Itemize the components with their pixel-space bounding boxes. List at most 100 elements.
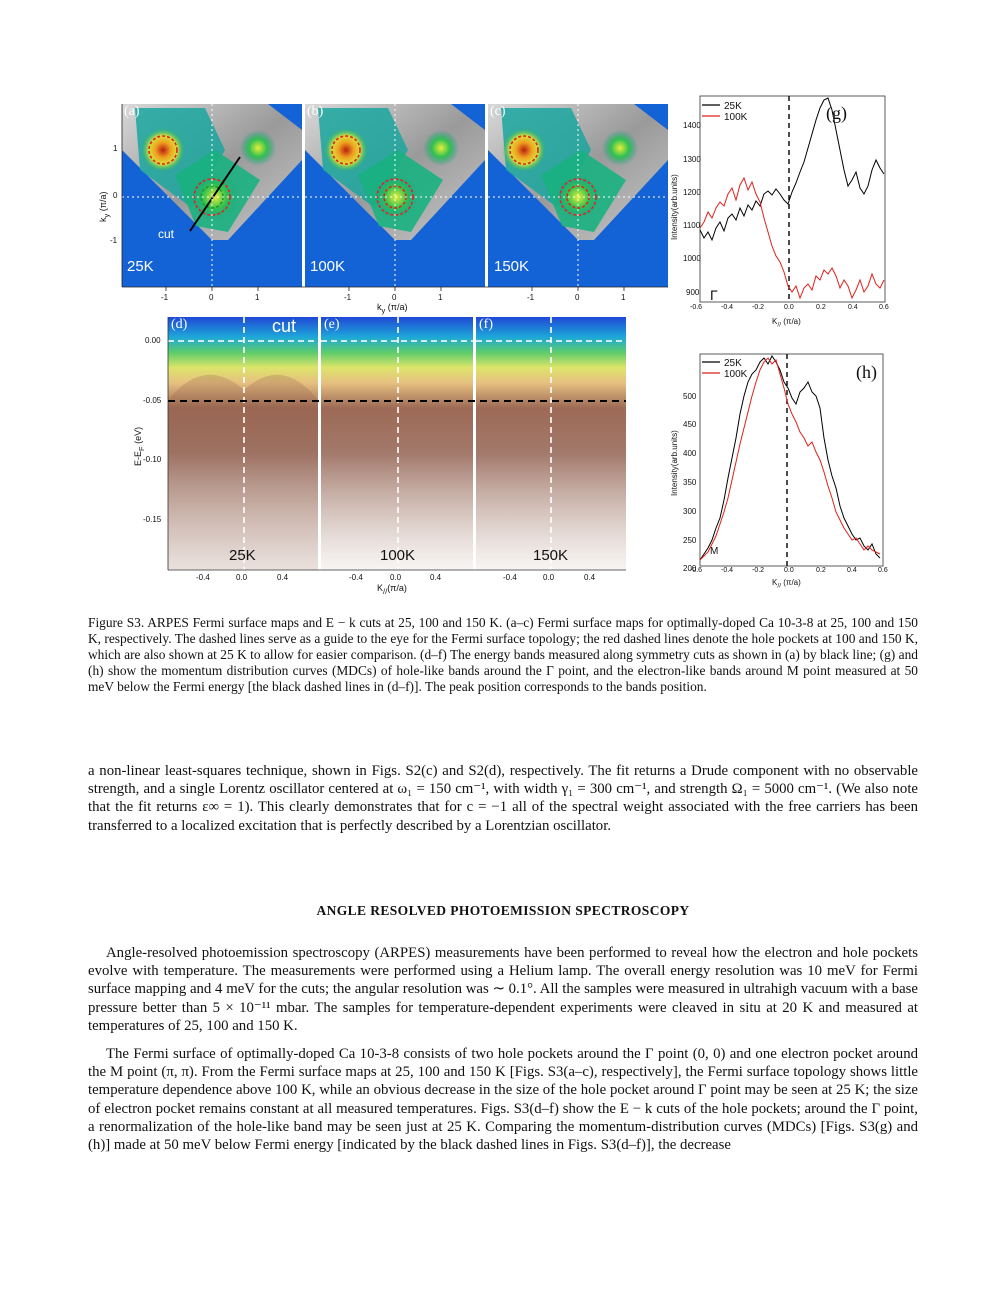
fermi-surface-maps	[121, 104, 668, 571]
figure-caption: Figure S3. ARPES Fermi surface maps and …	[88, 615, 918, 694]
map-x-tick: 1	[255, 293, 260, 302]
legend-25k: 25K	[724, 101, 742, 112]
cut-panel-d	[168, 317, 318, 570]
legend-100k: 100K	[724, 112, 748, 123]
cut-x-tick: 0.4	[277, 573, 289, 582]
temperature-label-c: 150K	[494, 258, 530, 275]
panel-tag-d: (d)	[171, 317, 188, 332]
mdc-g-x-tick: -0.6	[690, 304, 703, 311]
mdc-plot-g: (g) Γ 25K 100K	[699, 95, 886, 303]
cut-x-tick: 0.0	[236, 573, 248, 582]
mdc-h-x-tick: 0.0	[784, 567, 794, 574]
cut-x-axis-label: K//(π/a)	[377, 583, 407, 596]
mdc-g-x-tick: 0.2	[816, 304, 826, 311]
mdc-h-x-tick: -0.4	[721, 567, 734, 574]
cut-label-map: cut	[158, 227, 175, 241]
cut-panel-f	[476, 317, 626, 570]
map-panel-c	[488, 104, 668, 287]
mdc-h-x-tick: 0.6	[878, 567, 888, 574]
temperature-label-e: 100K	[380, 547, 416, 564]
panel-tag-e: (e)	[324, 317, 340, 332]
panel-tag-f: (f)	[479, 317, 493, 332]
temperature-label-f: 150K	[533, 547, 569, 564]
mdc-h-100k-series	[699, 357, 881, 561]
map-x-tick: 0	[392, 293, 397, 302]
mdc-g-25k-series	[699, 97, 885, 242]
mdc-g-x-tick: 0.4	[848, 304, 858, 311]
cut-y-tick: -0.15	[143, 515, 162, 524]
map-x-tick: 1	[621, 293, 626, 302]
map-x-tick: 0	[575, 293, 580, 302]
mdc-g-y-tick: 1300	[683, 155, 701, 164]
map-x-tick: -1	[161, 293, 169, 302]
cut-x-tick: -0.4	[503, 573, 517, 582]
mdc-h-x-tick: 0.2	[816, 567, 826, 574]
gamma-point-label: Γ	[710, 287, 718, 303]
map-y-axis-label: ky (π/a)	[98, 191, 111, 222]
cut-y-axis-label: E-EF (eV)	[133, 426, 146, 466]
mdc-g-x-tick: 0.0	[784, 304, 794, 311]
cut-x-tick: -0.4	[196, 573, 210, 582]
map-panel-b	[305, 104, 485, 287]
cut-x-tick: 0.4	[584, 573, 596, 582]
m-point-label: M	[710, 546, 718, 557]
body-paragraph-2: Angle-resolved photoemission spectroscop…	[88, 945, 918, 1034]
mdc-h-y-tick: 200	[683, 564, 697, 573]
mdc-g-y-tick: 1400	[683, 121, 701, 130]
map-x-tick: 1	[438, 293, 443, 302]
cut-x-tick: 0.0	[390, 573, 402, 582]
panel-tag-g: (g)	[826, 103, 847, 124]
map-panel-a	[122, 104, 302, 287]
mdc-h-y-tick: 350	[683, 478, 697, 487]
temperature-label-a: 25K	[127, 258, 154, 275]
cut-y-tick: 0.00	[145, 336, 161, 345]
cut-y-tick: -0.10	[143, 455, 162, 464]
mdc-g-x-tick: -0.2	[752, 304, 765, 311]
mdc-h-y-axis-label: Intensity(arb.units)	[670, 430, 679, 496]
mdc-h-x-axis-label: K// (π/a)	[772, 578, 801, 590]
mdc-h-x-tick: -0.2	[752, 567, 765, 574]
mdc-g-x-tick: -0.4	[721, 304, 734, 311]
legend-25k: 25K	[724, 358, 742, 369]
panel-tag-h: (h)	[856, 362, 877, 383]
mdc-h-y-tick: 450	[683, 420, 697, 429]
section-heading: ANGLE RESOLVED PHOTOEMISSION SPECTROSCOP…	[316, 903, 690, 918]
cut-label-ek: cut	[272, 316, 297, 336]
mdc-g-y-tick: 900	[686, 288, 700, 297]
mdc-h-x-tick: 0.4	[847, 567, 857, 574]
cut-y-tick: -0.05	[143, 396, 162, 405]
map-x-axis-label: ky (π/a)	[377, 302, 408, 315]
cut-panel-e	[321, 317, 473, 570]
map-x-tick: 0	[209, 293, 214, 302]
mdc-h-x-tick: -0.6	[690, 567, 703, 574]
temperature-label-d: 25K	[229, 547, 256, 564]
map-y-tick: -1	[110, 236, 118, 245]
mdc-plot-h: (h) M 25K 100K	[699, 353, 884, 567]
cut-x-tick: 0.4	[430, 573, 442, 582]
mdc-g-y-tick: 1000	[683, 254, 701, 263]
body-paragraph-1: a non-linear least-squares technique, sh…	[88, 763, 918, 834]
map-y-tick: 0	[113, 191, 118, 200]
mdc-h-y-tick: 400	[683, 449, 697, 458]
panel-tag-b: (b)	[307, 104, 324, 119]
mdc-h-y-tick: 250	[683, 536, 697, 545]
map-x-tick: -1	[344, 293, 352, 302]
mdc-g-y-tick: 1100	[683, 221, 701, 230]
mdc-g-x-tick: 0.6	[879, 304, 889, 311]
mdc-h-y-tick: 500	[683, 392, 697, 401]
mdc-h-y-tick: 300	[683, 507, 697, 516]
panel-tag-c: (c)	[490, 104, 506, 119]
map-x-tick: -1	[527, 293, 535, 302]
map-y-tick: 1	[113, 144, 118, 153]
panel-tag-a: (a)	[124, 104, 140, 119]
cut-x-tick: -0.4	[349, 573, 363, 582]
body-paragraph-3: The Fermi surface of optimally-doped Ca …	[88, 1046, 918, 1154]
cut-x-tick: 0.0	[543, 573, 555, 582]
temperature-label-b: 100K	[310, 258, 346, 275]
mdc-h-25k-series	[699, 355, 881, 561]
legend-100k: 100K	[724, 369, 748, 380]
mdc-g-x-axis-label: K// (π/a)	[772, 317, 801, 329]
mdc-g-y-axis-label: Intensity(arb.units)	[670, 174, 679, 240]
mdc-g-100k-series	[699, 176, 885, 300]
mdc-g-y-tick: 1200	[683, 188, 701, 197]
